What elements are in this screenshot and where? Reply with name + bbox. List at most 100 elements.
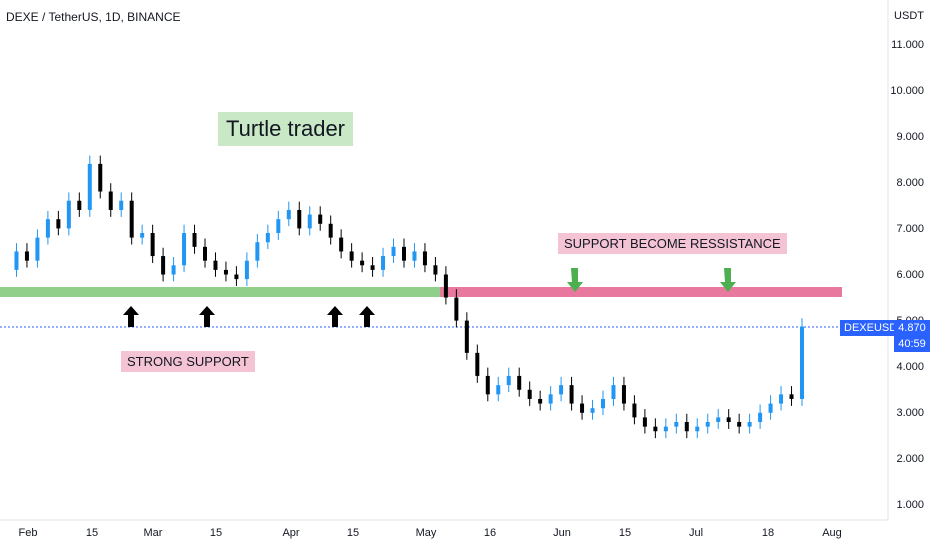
candle-body (475, 352, 480, 376)
candle-body (381, 256, 386, 270)
x-tick-label: May (415, 527, 437, 539)
up-arrow-icon (199, 306, 215, 327)
candle-body (747, 422, 752, 427)
candle-body (559, 385, 564, 395)
candle-body (412, 251, 417, 261)
x-tick-label: 16 (483, 527, 497, 539)
candle-body (485, 375, 490, 395)
price-badge: 4.870 (894, 320, 930, 336)
candle-body (66, 200, 71, 229)
candle-body (297, 209, 302, 229)
candle-body (140, 233, 145, 238)
x-tick-label: Aug (822, 527, 842, 539)
y-tick-label: 8.000 (896, 177, 924, 189)
candle-body (45, 219, 50, 238)
up-arrow-icon (359, 306, 375, 327)
candle-body (443, 274, 448, 298)
support-zone (0, 287, 440, 297)
candle-body (779, 394, 784, 404)
x-tick-label: 15 (85, 527, 99, 539)
candle-body (768, 403, 773, 413)
candle-body (506, 375, 511, 386)
y-tick-label: 6.000 (896, 269, 924, 281)
candle-body (150, 233, 155, 257)
y-tick-label: 10.000 (890, 85, 924, 97)
y-tick-label: 11.000 (891, 39, 924, 51)
x-tick-label: Jun (553, 527, 571, 539)
axis-currency: USDT (894, 10, 924, 22)
x-tick-label: Apr (282, 527, 300, 539)
candle-body (580, 403, 585, 413)
candle-body (642, 417, 647, 427)
candle-body (758, 412, 763, 423)
candle-body (517, 375, 522, 390)
candle-body (548, 394, 553, 404)
candle-body (234, 274, 239, 280)
candle-body (14, 251, 19, 270)
candle-body (24, 251, 29, 261)
candle-body (527, 389, 532, 399)
candle-body (590, 408, 595, 413)
candle-body (601, 398, 605, 409)
candle-body (632, 403, 637, 418)
candle-body (674, 422, 679, 427)
y-tick-label: 2.000 (896, 453, 924, 465)
candle-body (716, 417, 721, 423)
candle-body (108, 191, 113, 210)
candle-body (538, 398, 543, 404)
y-tick-label: 4.000 (896, 361, 924, 373)
x-tick-label: 15 (346, 527, 360, 539)
candle-body (265, 233, 270, 243)
candle-body (684, 422, 689, 432)
support-arrows (123, 306, 375, 327)
candle-body (182, 233, 187, 266)
candle-body (77, 200, 82, 210)
candle-body (349, 251, 354, 261)
candle-body (695, 426, 700, 432)
x-tick-label: 15 (209, 527, 223, 539)
annotation-strong-support: STRONG SUPPORT (121, 351, 255, 372)
candle-body (255, 242, 260, 261)
candle-body (171, 265, 176, 275)
candle-body (286, 209, 291, 220)
candles-layer (14, 155, 804, 439)
candle-body (244, 260, 249, 280)
candle-body (653, 426, 658, 432)
candle-body (129, 200, 134, 238)
candle-body (726, 417, 731, 423)
candle-body (161, 256, 166, 275)
down-arrow-icon (720, 268, 736, 292)
x-tick-label: Mar (143, 527, 163, 539)
candle-body (737, 422, 742, 427)
candle-body (800, 326, 804, 399)
y-tick-label: 1.000 (896, 499, 924, 511)
candle-body (789, 394, 794, 399)
annotation-turtle-trader: Turtle trader (218, 112, 354, 146)
up-arrow-icon (327, 306, 343, 327)
y-tick-label: 9.000 (896, 131, 924, 143)
candle-body (203, 246, 207, 261)
candle-body (223, 269, 228, 275)
resistance-arrows (567, 268, 736, 292)
x-tick-label: Jul (688, 527, 704, 539)
countdown-badge: 40:59 (894, 336, 930, 352)
candle-body (391, 246, 396, 257)
candle-body (370, 265, 375, 270)
candle-body (705, 422, 710, 427)
candle-body (454, 297, 459, 321)
down-arrow-icon (567, 268, 583, 292)
candle-body (360, 260, 365, 266)
candle-body (339, 237, 344, 252)
candle-body (98, 163, 103, 192)
symbol-badge: DEXEUSDT (840, 320, 908, 336)
candle-body (663, 426, 668, 432)
candle-body (119, 200, 124, 210)
candle-body (496, 385, 501, 395)
x-tick-label: 15 (618, 527, 632, 539)
candle-body (35, 237, 40, 261)
y-tick-label: 3.000 (896, 407, 924, 419)
candle-body (433, 265, 438, 275)
candle-body (464, 320, 469, 353)
candle-body (307, 214, 312, 229)
